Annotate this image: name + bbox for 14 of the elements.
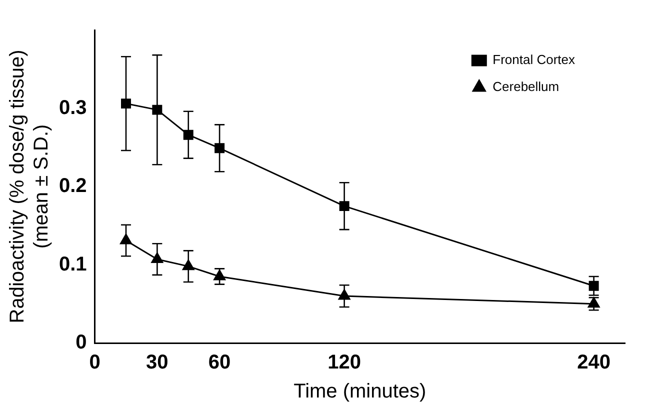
x-tick-label: 60 bbox=[208, 352, 231, 374]
point bbox=[214, 143, 225, 154]
y-tick-label: 0.1 bbox=[58, 253, 87, 276]
x-tick-label: 120 bbox=[328, 352, 361, 374]
x-tick-label: 30 bbox=[146, 352, 168, 374]
legend-label: Frontal Cortex bbox=[492, 52, 576, 68]
y-tick-label: 0 bbox=[76, 332, 87, 354]
x-tick-label: 240 bbox=[577, 352, 610, 374]
y-tick-label: 0.3 bbox=[58, 96, 87, 119]
y-axis-title: Radioactivity (% dose/g tissue) (mean ± S.D.) bbox=[6, 50, 53, 324]
y-tick-label: 0.2 bbox=[58, 175, 87, 198]
x-axis-title: Time (minutes) bbox=[294, 380, 426, 403]
point bbox=[121, 98, 131, 109]
legend-label: Cerebellum bbox=[492, 79, 560, 94]
